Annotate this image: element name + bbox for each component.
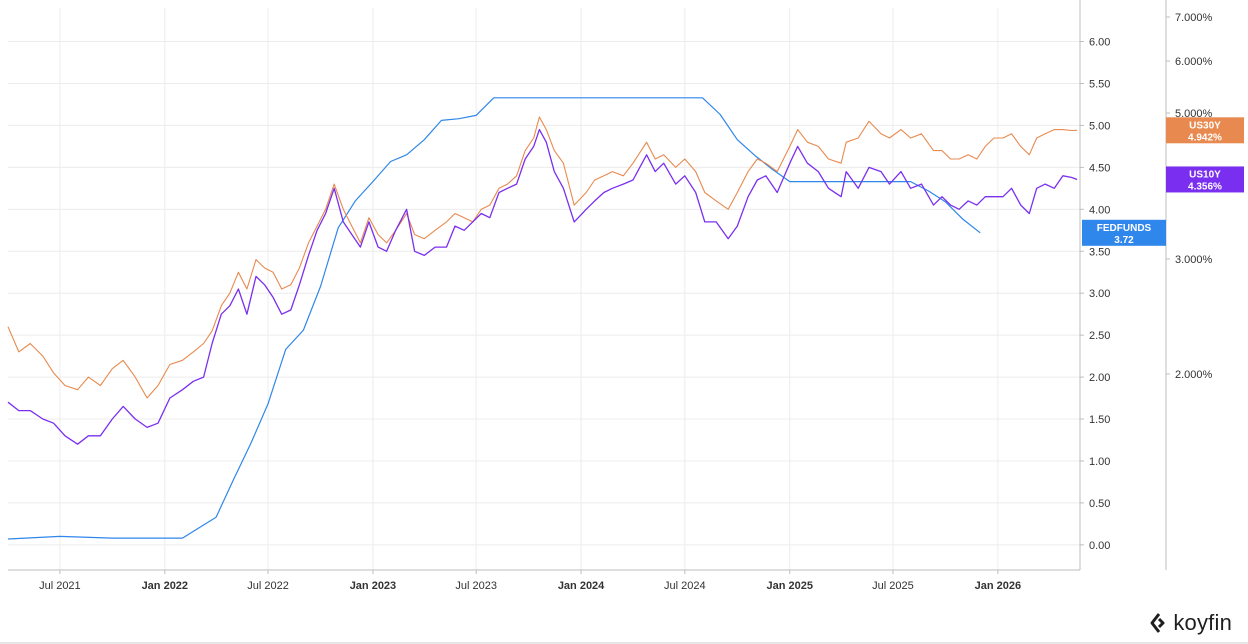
koyfin-logo-icon bbox=[1150, 613, 1165, 633]
left-tick-label: 4.00 bbox=[1089, 204, 1110, 216]
badge-value: 4.356% bbox=[1188, 181, 1222, 192]
left-tick-label: 5.50 bbox=[1089, 78, 1110, 90]
badge-bg bbox=[1166, 117, 1244, 144]
left-tick-label: 4.50 bbox=[1089, 162, 1110, 174]
left-tick-label: 6.00 bbox=[1089, 37, 1110, 49]
left-tick-label: 5.00 bbox=[1089, 120, 1110, 132]
left-tick-label: 3.50 bbox=[1089, 246, 1110, 258]
badge-name: FEDFUNDS bbox=[1097, 223, 1152, 234]
badge-bg bbox=[1082, 219, 1166, 246]
x-tick-label: Jan 2022 bbox=[142, 580, 188, 592]
x-tick-label: Jul 2025 bbox=[872, 580, 914, 592]
x-tick-label: Jan 2026 bbox=[975, 580, 1021, 592]
x-tick-label: Jul 2024 bbox=[664, 580, 706, 592]
brand-name: koyfin bbox=[1173, 610, 1232, 635]
right-tick-label: 7.000% bbox=[1175, 12, 1213, 24]
series-line-fedfunds bbox=[7, 97, 981, 540]
x-tick-label: Jul 2022 bbox=[247, 580, 289, 592]
right-tick-label: 6.000% bbox=[1175, 56, 1213, 68]
badge-name: US10Y bbox=[1189, 169, 1221, 180]
left-tick-label: 1.00 bbox=[1089, 456, 1110, 468]
right-tick-label: 2.000% bbox=[1175, 369, 1213, 381]
x-tick-label: Jul 2021 bbox=[39, 580, 81, 592]
footer-divider bbox=[0, 642, 1248, 644]
left-tick-label: 1.50 bbox=[1089, 414, 1110, 426]
left-tick-label: 0.50 bbox=[1089, 498, 1110, 510]
badge-bg bbox=[1166, 166, 1244, 193]
series-line-us30y bbox=[7, 116, 1078, 399]
grid bbox=[8, 8, 1080, 570]
badge-value: 3.72 bbox=[1114, 235, 1134, 246]
series-lines bbox=[7, 97, 1078, 540]
left-tick-label: 3.00 bbox=[1089, 288, 1110, 300]
x-tick-label: Jan 2024 bbox=[558, 580, 605, 592]
axes: 0.00 0.50 1.00 1.50 2.00 2.50 3.00 3.50 4.00 4.50… bbox=[8, 0, 1213, 592]
badge-value: 4.942% bbox=[1188, 132, 1222, 143]
left-tick-label: 2.50 bbox=[1089, 330, 1110, 342]
badge-name: US30Y bbox=[1189, 120, 1221, 131]
koyfin-brand[interactable]: koyfin bbox=[1149, 610, 1232, 636]
left-tick-label: 2.00 bbox=[1089, 372, 1110, 384]
series-line-us10y bbox=[7, 128, 1078, 445]
right-tick-label: 3.000% bbox=[1175, 254, 1213, 266]
x-tick-label: Jan 2023 bbox=[350, 580, 396, 592]
right-tick-label: 5.000% bbox=[1175, 108, 1213, 120]
x-tick-label: Jan 2025 bbox=[767, 580, 813, 592]
left-tick-label: 0.00 bbox=[1089, 540, 1110, 552]
x-tick-label: Jul 2023 bbox=[455, 580, 497, 592]
